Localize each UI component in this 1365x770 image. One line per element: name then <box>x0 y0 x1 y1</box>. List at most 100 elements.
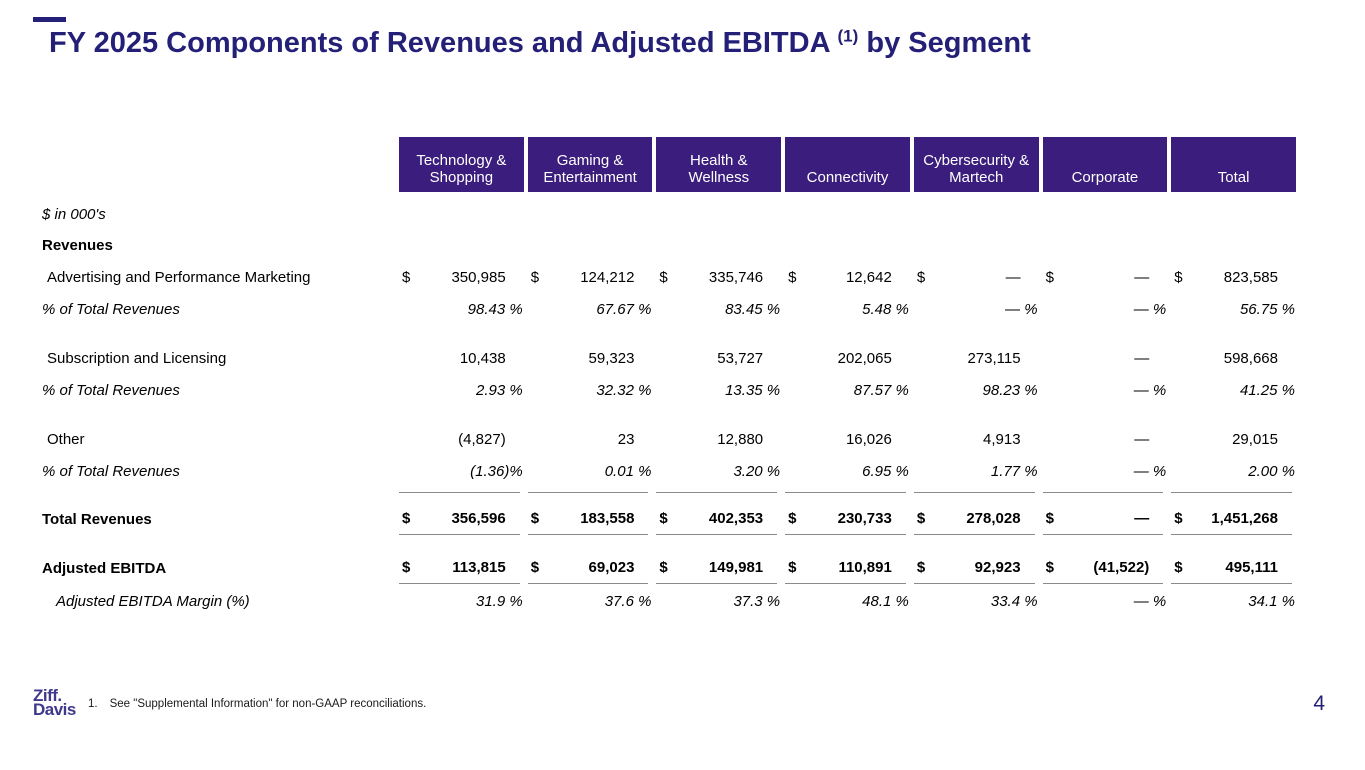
cell-value: 356,596 <box>451 510 506 527</box>
column-header-4: Connectivity <box>785 137 910 192</box>
cell-value: 69,023 <box>588 559 635 576</box>
column-rule <box>656 492 778 493</box>
cell-value: 59,323 <box>588 349 635 367</box>
value-cell: $12,642 <box>783 261 912 293</box>
column-header-7: Total <box>1171 137 1296 192</box>
value-cell: 2.00 % <box>1169 455 1298 487</box>
value-cell: 13.35 % <box>654 374 783 406</box>
cell-value: 98.43 % <box>467 300 523 318</box>
cell-value: 41.25 % <box>1239 381 1295 399</box>
value-cell: 5.48 % <box>783 293 912 325</box>
value-cell: 2.93 % <box>397 374 526 406</box>
value-cell: $356,596 <box>399 503 520 535</box>
value-cell: $110,891 <box>785 552 906 584</box>
value-cell: $ — <box>1042 503 1164 535</box>
cell-value: 4,913 <box>983 430 1021 448</box>
cell-value: 67.67 % <box>596 300 652 318</box>
cell-value: 183,558 <box>580 510 635 527</box>
value-cell: 41.25 % <box>1169 374 1298 406</box>
value-cell: — % <box>1041 374 1170 406</box>
value-cell: $183,558 <box>527 503 649 535</box>
title-accent-dash <box>33 17 66 22</box>
cell-value: 495,111 <box>1225 559 1278 576</box>
row-label: Adjusted EBITDA <box>42 559 167 577</box>
value-cell: — % <box>1041 293 1170 325</box>
value-cell: 202,065 <box>783 342 912 374</box>
value-cell: $823,585 <box>1169 261 1298 293</box>
value-cell: $278,028 <box>913 503 1035 535</box>
cell-value: — <box>1134 510 1150 527</box>
table-row: $ in 000's <box>42 198 1298 230</box>
ziff-davis-logo: Ziff. Davis <box>33 686 76 719</box>
value-cell: 3.20 % <box>654 455 783 487</box>
value-cell: 56.75 % <box>1169 293 1298 325</box>
cell-value: 273,115 <box>967 349 1021 367</box>
currency-symbol: $ <box>530 268 540 286</box>
row-label: % of Total Revenues <box>42 381 180 399</box>
value-cell: 32.32 % <box>526 374 655 406</box>
column-rule <box>527 492 649 493</box>
value-cell: $92,923 <box>913 552 1035 584</box>
value-cell: $ — <box>1041 261 1170 293</box>
value-cell: $124,212 <box>526 261 655 293</box>
cell-value: — <box>1134 430 1150 448</box>
currency-symbol: $ <box>916 268 926 286</box>
currency-symbol: $ <box>402 268 411 286</box>
currency-symbol: $ <box>1174 268 1183 286</box>
cell-value: 13.35 % <box>725 381 781 399</box>
cell-value: 83.45 % <box>725 300 781 318</box>
value-cell: $495,111 <box>1171 552 1292 584</box>
cell-value: 16,026 <box>845 430 892 448</box>
row-label: Adjusted EBITDA Margin (%) <box>56 592 250 610</box>
column-rule <box>1042 492 1164 493</box>
value-cell: $ — <box>912 261 1041 293</box>
page-title-main: FY 2025 Components of Revenues and Adjus… <box>49 27 830 59</box>
cell-value: 598,668 <box>1223 349 1278 367</box>
currency-symbol: $ <box>1045 510 1054 527</box>
page-title-tail: by Segment <box>866 27 1031 59</box>
value-cell: 31.9 % <box>397 584 526 618</box>
spacer-row <box>42 325 1298 342</box>
value-cell: 1.77 % <box>912 455 1041 487</box>
cell-value: — <box>1134 349 1150 367</box>
table-row: Adjusted EBITDA Margin (%) 31.9 % 37.6 % 37… <box>42 584 1298 618</box>
cell-value: 37.3 % <box>733 592 781 610</box>
value-cell: $149,981 <box>656 552 778 584</box>
cell-value: (1.36)% <box>470 462 523 480</box>
value-cell: 53,727 <box>654 342 783 374</box>
value-cell: 6.95 % <box>783 455 912 487</box>
value-cell: — % <box>912 293 1041 325</box>
logo-line-2: Davis <box>33 700 76 719</box>
cell-value: 202,065 <box>837 349 892 367</box>
currency-symbol: $ <box>659 559 668 576</box>
column-rule <box>913 492 1035 493</box>
currency-symbol: $ <box>788 268 797 286</box>
currency-symbol: $ <box>1045 268 1054 286</box>
column-header-1: Technology & Shopping <box>399 137 524 192</box>
value-cell: (4,827) <box>397 423 526 455</box>
table-row: Total Revenues $356,596 $183,558 $402,353 $2… <box>42 503 1298 535</box>
cell-value: 5.48 % <box>862 300 909 318</box>
cell-value: — % <box>1133 300 1167 318</box>
value-cell: 83.45 % <box>654 293 783 325</box>
currency-symbol: $ <box>916 510 926 527</box>
value-cell: 34.1 % <box>1169 584 1298 618</box>
footnote: 1. See "Supplemental Information" for no… <box>88 698 426 710</box>
row-label: % of Total Revenues <box>42 300 180 318</box>
value-cell: 598,668 <box>1169 342 1298 374</box>
value-cell: 67.67 % <box>526 293 655 325</box>
logo-line-1: Ziff. <box>33 686 62 705</box>
page-number: 4 <box>1313 692 1325 715</box>
cell-value: — % <box>1133 462 1167 480</box>
page-title: FY 2025 Components of Revenues and Adjus… <box>49 27 1031 60</box>
footnote-text: See "Supplemental Information" for non-G… <box>109 698 427 710</box>
segment-financials-table: Technology & Shopping Gaming & Entertainm… <box>42 137 1298 618</box>
value-cell: 10,438 <box>397 342 526 374</box>
value-cell: 59,323 <box>526 342 655 374</box>
currency-symbol: $ <box>1174 510 1183 527</box>
value-cell: 29,015 <box>1169 423 1298 455</box>
cell-value: 2.00 % <box>1248 462 1295 480</box>
row-label: Other <box>47 430 85 448</box>
currency-symbol: $ <box>916 559 926 576</box>
